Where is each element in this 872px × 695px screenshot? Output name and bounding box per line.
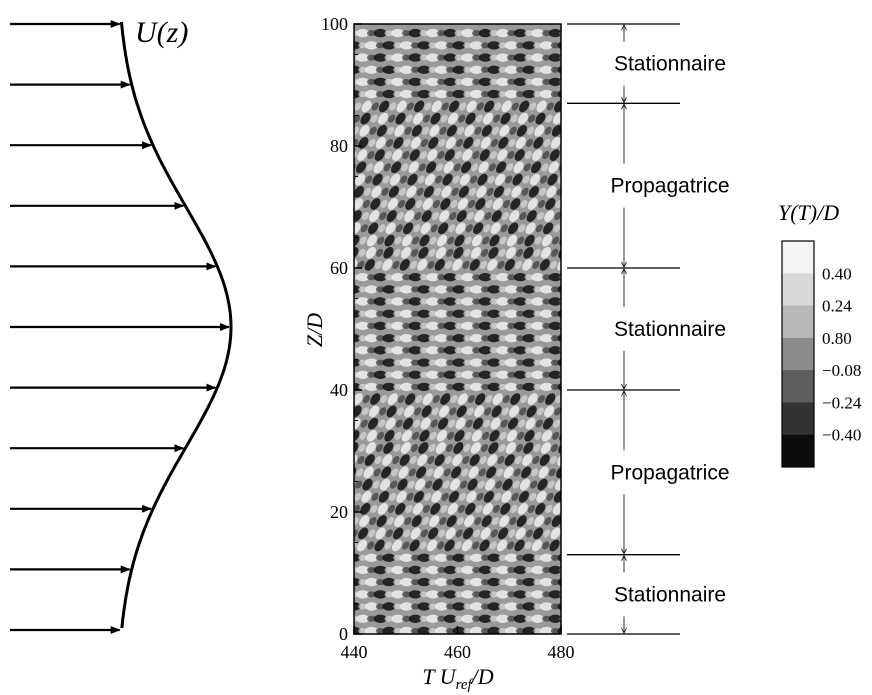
- legend-swatches: [781, 240, 815, 468]
- x-axis-label: T Uref/D: [422, 664, 493, 693]
- profile-curve: [120, 21, 233, 629]
- x-axis-ticks: 440 460 480: [341, 626, 575, 662]
- region-label: Stationnaire: [614, 318, 726, 341]
- region-label: Stationnaire: [614, 53, 726, 76]
- y-axis-label: Z/D: [302, 313, 327, 347]
- y-tick-label: 100: [321, 14, 348, 34]
- legend-swatch: [782, 305, 814, 339]
- region-annotations: Stationnaire Propagatrice Stationnaire Prop…: [567, 23, 730, 635]
- legend-swatch: [782, 402, 814, 436]
- colorbar-legend: Y(T)/D 0.40 0.24 0.80 −0.08 −0.24 −0.40: [778, 200, 862, 468]
- y-axis-ticks: 0 20 40 60 80 100: [321, 14, 362, 644]
- contour-pattern: [354, 28, 561, 634]
- y-tick-label: 60: [330, 258, 348, 278]
- region-label: Propagatrice: [610, 461, 729, 484]
- region-label: Stationnaire: [614, 583, 726, 606]
- legend-label: 0.40: [822, 264, 852, 283]
- legend-swatch: [782, 337, 814, 371]
- y-tick-label: 20: [330, 502, 348, 522]
- region-label: Propagatrice: [610, 175, 729, 198]
- legend-title: Y(T)/D: [778, 200, 839, 225]
- y-tick-label: 80: [330, 136, 348, 156]
- legend-label: 0.24: [822, 297, 852, 316]
- legend-swatch: [782, 241, 814, 274]
- x-tick-label: 480: [548, 642, 575, 662]
- y-tick-label: 0: [339, 624, 348, 644]
- profile-label: U(z): [135, 16, 188, 49]
- velocity-arrows: [10, 20, 230, 634]
- legend-label: −0.40: [822, 426, 861, 445]
- legend-labels: 0.40 0.24 0.80 −0.08 −0.24 −0.40: [822, 264, 862, 444]
- legend-label: −0.08: [822, 361, 861, 380]
- y-tick-label: 40: [330, 380, 348, 400]
- legend-swatch: [782, 273, 814, 307]
- x-tick-label: 440: [341, 642, 368, 662]
- legend-swatch: [782, 434, 814, 468]
- velocity-profile: U(z): [10, 16, 233, 634]
- legend-label: −0.24: [822, 393, 862, 412]
- x-tick-label: 460: [444, 642, 471, 662]
- contour-plot: 440 460 480 0 20 40 60 80 100 Z/D T Uref/D: [302, 14, 575, 693]
- legend-swatch: [782, 370, 814, 403]
- legend-label: 0.80: [822, 329, 852, 348]
